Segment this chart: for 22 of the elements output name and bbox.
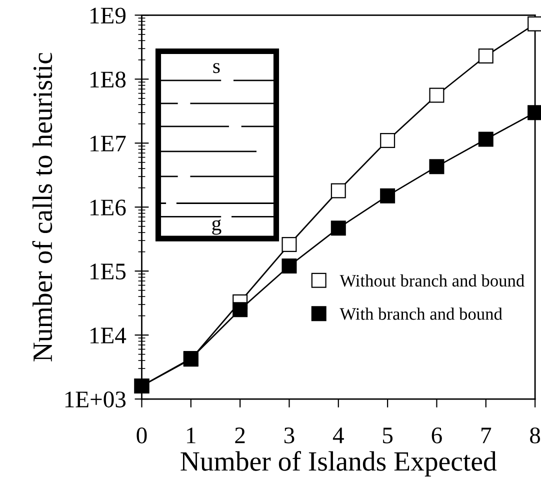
x-tick-label: 7 (482, 428, 492, 444)
y-axis-title: Number of calls to heuristic (32, 52, 52, 362)
x-tick-label: 0 (136, 427, 147, 444)
x-tick-label: 3 (284, 428, 294, 444)
x-tick-label: 2 (235, 428, 245, 444)
x-tick-label: 5 (383, 428, 393, 444)
y-tick-label: 1E6 (90, 200, 126, 216)
legend-label: Without branch and bound (340, 274, 524, 287)
annotation: g (212, 220, 222, 235)
x-tick-label: 1 (187, 428, 196, 444)
y-tick-label: 1E9 (90, 8, 126, 24)
x-tick-label: 6 (432, 428, 442, 444)
y-tick-label: 1E7 (90, 136, 126, 152)
y-tick-label: 1E5 (90, 264, 126, 280)
x-tick-label: 4 (332, 428, 344, 444)
x-axis-title: Number of Islands Expected (180, 450, 497, 476)
y-tick-label: 1E4 (90, 328, 126, 344)
y-tick-label: 1E8 (90, 72, 126, 88)
legend-label: With branch and bound (340, 308, 502, 320)
y-tick-label: 1E+03 (65, 392, 126, 408)
x-tick-label: 8 (530, 427, 540, 444)
annotation: s (213, 63, 220, 74)
